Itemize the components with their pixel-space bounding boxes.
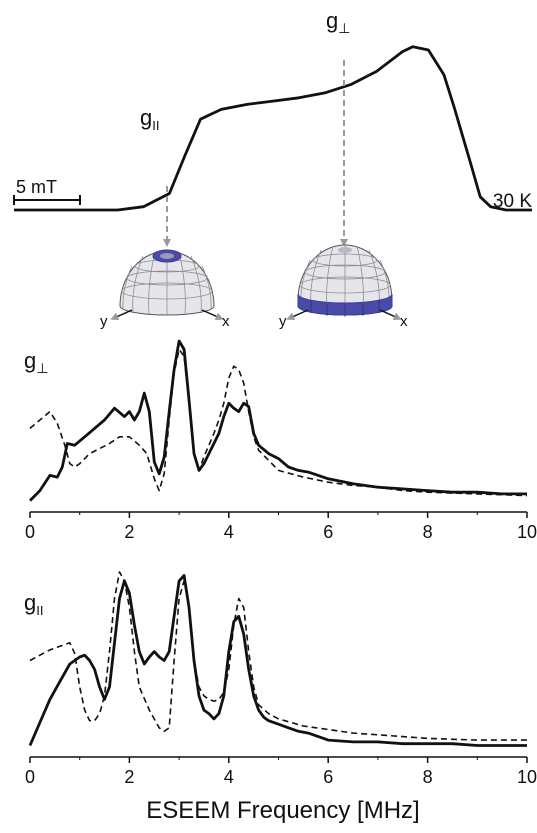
x-tick-label: 8: [423, 767, 433, 787]
x-tick-label: 2: [124, 522, 134, 542]
sphere1-x-label: x: [222, 313, 230, 330]
epr-curve: [14, 45, 532, 212]
temperature-label: 30 K: [493, 191, 532, 212]
sphere2-x-axis: [379, 309, 402, 321]
equator-selection: [297, 293, 393, 316]
x-tick-label: 10: [517, 767, 537, 787]
sphere1-y-axis: [110, 309, 133, 321]
scalebar: 5 mT: [13, 177, 81, 205]
eseem-g-par-x-axis: 0 2 4 6 8 10: [25, 756, 537, 787]
sphere1-y-label: y: [100, 313, 108, 330]
x-tick-label: 6: [323, 767, 333, 787]
eseem-g-perp-label: g⊥: [24, 348, 48, 376]
eseem-g-perp-x-axis: 0 2 4 6 8 10: [25, 511, 537, 542]
epr-series-solid: [14, 45, 532, 212]
sphere-g-perp: [297, 244, 393, 317]
scalebar-label: 5 mT: [16, 177, 57, 197]
sphere2-x-label: x: [400, 313, 408, 330]
eseem-g-par-panel: gII 0 2 4 6 8 10 ESEEM Frequency [MHz]: [24, 571, 537, 824]
eseem-g-perp-series: [29, 339, 528, 502]
orientation-spheres: y x: [100, 244, 408, 330]
sphere2-y-axis: [286, 309, 309, 321]
x-tick-label: 4: [224, 767, 234, 787]
epr-g-perp-label: g⊥: [326, 8, 350, 36]
x-tick-label: 2: [124, 767, 134, 787]
x-tick-label: 0: [25, 767, 35, 787]
sphere-g-par: [119, 249, 215, 316]
eseem-g-par-label: gII: [24, 590, 43, 618]
x-tick-label: 8: [423, 522, 433, 542]
eseem-series-dashed: [29, 571, 527, 741]
eseem-series-solid: [28, 574, 527, 747]
sphere1-x-axis: [201, 309, 224, 321]
x-axis-title: ESEEM Frequency [MHz]: [146, 797, 419, 824]
eseem-series-dashed: [29, 348, 528, 497]
sphere2-y-label: y: [279, 313, 287, 330]
x-tick-label: 10: [517, 522, 537, 542]
eseem-g-perp-panel: g⊥ 0 2 4 6 8 10: [24, 339, 537, 542]
x-tick-label: 4: [224, 522, 234, 542]
eseem-g-par-series: [28, 571, 527, 747]
x-tick-label: 6: [323, 522, 333, 542]
epr-g-par-label: gII: [140, 105, 159, 133]
epr-panel: gII g⊥ 5 mT 30 K: [13, 8, 532, 247]
eseem-series-solid: [29, 339, 527, 502]
x-tick-label: 0: [25, 522, 35, 542]
